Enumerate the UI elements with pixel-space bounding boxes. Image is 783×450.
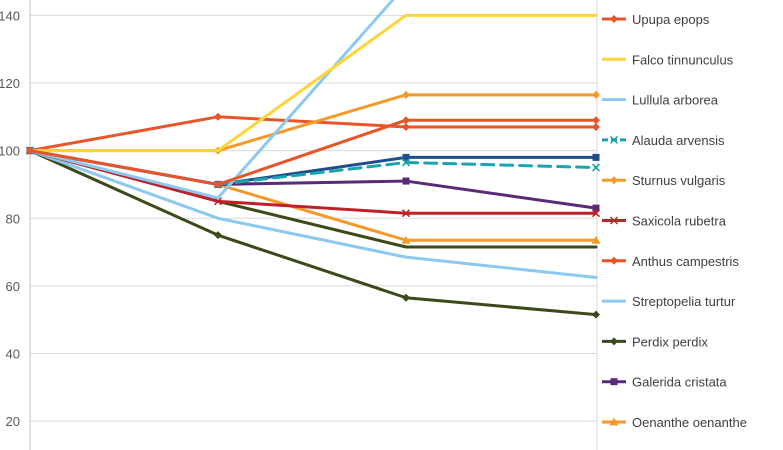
data-point-4-4: [591, 163, 601, 172]
legend-marker-6-b: [609, 216, 619, 225]
series-11: [25, 146, 601, 244]
legend-entry-10: Galerida cristata: [602, 375, 727, 390]
series-lines: [25, 0, 601, 319]
legend-marker-9: [610, 337, 618, 346]
series-line-10: [28, 149, 598, 210]
data-point-9-2: [214, 231, 222, 240]
data-point-10-3: [402, 177, 410, 185]
legend-label-6: Saxicola rubetra: [632, 214, 727, 229]
legend-label-2: Falco tinnunculus: [632, 52, 734, 67]
series-line-8: [28, 149, 598, 279]
legend-marker-4: [609, 135, 619, 144]
legend-label-1: Upupa epops: [632, 12, 710, 27]
series-line-1: [28, 118, 598, 186]
series-line-5: [28, 93, 598, 153]
legend-marker-6: [609, 216, 619, 225]
series-line-2: [28, 13, 598, 153]
data-point-6-4-b: [591, 209, 601, 218]
y-tick-label-80: 80: [6, 211, 20, 226]
series-line-3: [28, 0, 395, 200]
legend-entry-9: Perdix perdix: [602, 334, 708, 349]
legend-entry-11: Oenanthe oenanthe: [602, 415, 747, 430]
data-point-7-2: [214, 112, 222, 121]
series-line-9: [28, 149, 598, 317]
data-point-6-3-b: [401, 209, 411, 218]
legend-entry-8: Streptopelia turtur: [602, 294, 736, 309]
legend: Upupa epops Falco tinnunculus Lullula arbo…: [602, 12, 747, 430]
series-5: [26, 90, 600, 155]
series-2: [28, 13, 598, 153]
legend-label-3: Lullula arborea: [632, 93, 719, 108]
legend-entry-2: Falco tinnunculus: [602, 52, 734, 67]
legend-entry-4: Alauda arvensis: [602, 133, 725, 148]
gridlines: [30, 14, 597, 422]
series-1: [26, 116, 600, 189]
data-point-9-4: [592, 310, 600, 319]
series-line-13: [28, 149, 598, 186]
series-3: [28, 0, 395, 200]
series-line-4: [28, 149, 598, 186]
legend-label-7: Anthus campestris: [632, 254, 739, 269]
legend-marker-5: [610, 176, 618, 185]
legend-marker-1: [610, 15, 618, 23]
y-tick-label-60: 60: [6, 279, 20, 294]
y-tick-label-120: 120: [0, 76, 20, 91]
legend-label-10: Galerida cristata: [632, 375, 727, 390]
data-point-4-3-b: [401, 158, 411, 167]
data-point-9-3: [402, 293, 410, 302]
data-point-1-1: [26, 146, 34, 155]
legend-entry-5: Sturnus vulgaris: [602, 173, 726, 188]
legend-entry-6: Saxicola rubetra: [602, 214, 727, 229]
data-point-11-3: [401, 235, 411, 244]
data-point-4-4-b: [591, 163, 601, 172]
data-point-1-4: [592, 116, 600, 125]
data-point-13-3: [402, 153, 410, 161]
series-line-6: [28, 149, 598, 215]
legend-entry-3: Lullula arborea: [602, 93, 719, 108]
data-point-6-2-b: [213, 197, 223, 206]
legend-label-11: Oenanthe oenanthe: [632, 415, 747, 430]
legend-entry-1: Upupa epops: [602, 12, 710, 27]
data-point-11-4: [591, 235, 601, 244]
y-axis: 20 40 60 80 100 120 140: [0, 0, 598, 450]
data-point-13-4: [592, 153, 600, 161]
legend-marker-10: [610, 378, 618, 386]
data-point-7-3: [402, 122, 410, 131]
data-point-7-4: [592, 122, 600, 131]
legend-marker-7: [610, 256, 618, 265]
y-tick-label-100: 100: [0, 144, 20, 159]
data-point-1-2: [214, 180, 222, 189]
legend-label-4: Alauda arvensis: [632, 133, 725, 148]
data-point-6-2: [213, 197, 223, 206]
legend-marker-4-b: [609, 135, 619, 144]
legend-entry-7: Anthus campestris: [602, 254, 739, 269]
legend-marker-11: [609, 417, 619, 426]
data-point-6-4: [591, 209, 601, 218]
data-point-10-4: [592, 204, 600, 212]
legend-label-5: Sturnus vulgaris: [632, 173, 726, 188]
data-point-5-3: [402, 90, 410, 99]
data-point-1-3: [402, 116, 410, 125]
data-point-5-4: [592, 90, 600, 99]
data-point-4-3: [401, 158, 411, 167]
y-tick-label-40: 40: [6, 347, 20, 362]
y-tick-label-20: 20: [6, 414, 20, 429]
legend-label-9: Perdix perdix: [632, 334, 708, 349]
y-tick-label-140: 140: [0, 8, 20, 23]
series-8: [28, 149, 598, 279]
legend-label-8: Streptopelia turtur: [632, 294, 736, 309]
data-point-6-3: [401, 209, 411, 218]
